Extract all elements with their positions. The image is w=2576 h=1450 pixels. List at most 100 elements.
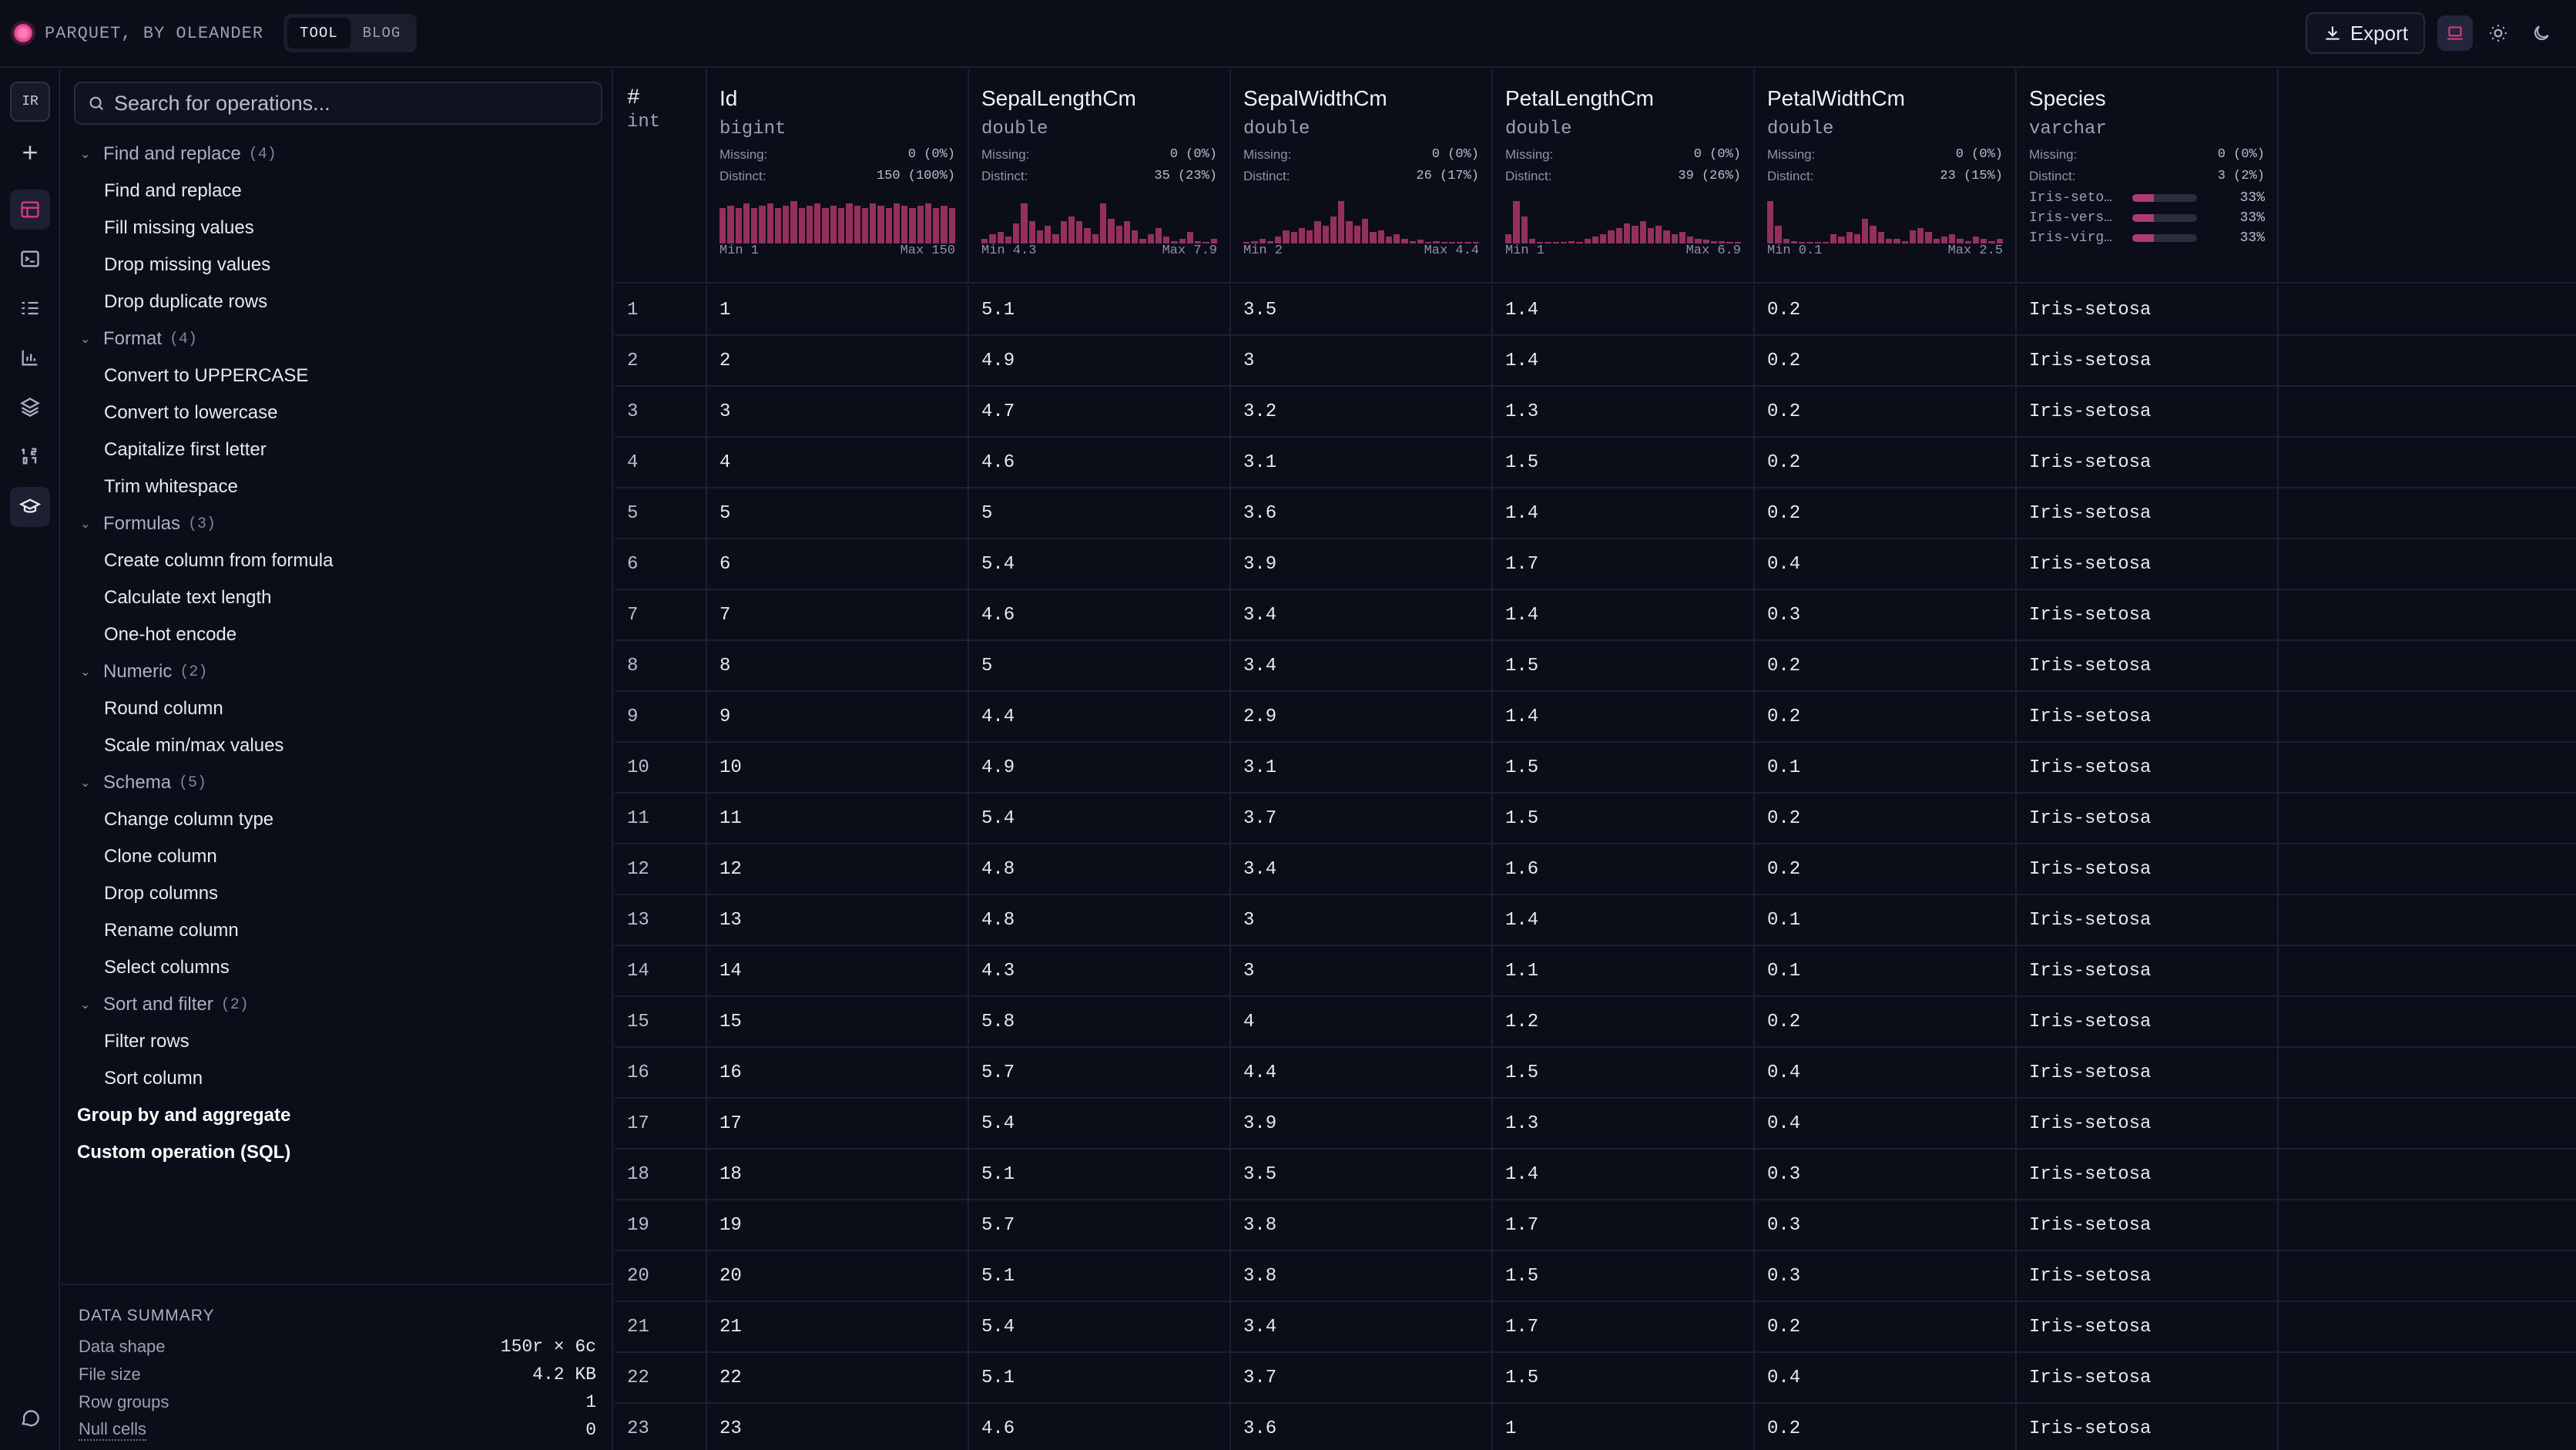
table-cell[interactable]: 4 bbox=[1231, 997, 1493, 1046]
add-dataset-button[interactable] bbox=[10, 133, 50, 173]
table-cell[interactable]: 1.5 bbox=[1493, 438, 1755, 487]
table-cell[interactable]: 0.2 bbox=[1755, 336, 2017, 385]
table-cell[interactable]: 3 bbox=[1231, 895, 1493, 945]
table-row[interactable]: 20 20 5.1 3.8 1.5 0.3 Iris-setosa bbox=[615, 1251, 2576, 1302]
table-cell[interactable]: 1.4 bbox=[1493, 590, 1755, 639]
table-row[interactable]: 1 1 5.1 3.5 1.4 0.2 Iris-setosa bbox=[615, 285, 2576, 336]
table-cell[interactable]: Iris-setosa bbox=[2017, 1251, 2279, 1301]
column-header[interactable]: SepalLengthCm double Missing: 0 (0%) Distinc… bbox=[969, 69, 1231, 284]
brand[interactable]: PARQUET, BY OLEANDER bbox=[14, 24, 263, 43]
table-row[interactable]: 23 23 4.6 3.6 1 0.2 Iris-setosa bbox=[615, 1404, 2576, 1450]
column-header[interactable]: Species varchar Missing: 0 (0%) Distinct: 3 (… bbox=[2017, 69, 2279, 284]
table-cell[interactable]: 15 bbox=[707, 997, 969, 1046]
table-row[interactable]: 6 6 5.4 3.9 1.7 0.4 Iris-setosa bbox=[615, 539, 2576, 590]
operation-group[interactable]: ⌄ Sort and filter (2) bbox=[62, 986, 613, 1023]
table-cell[interactable]: 4.8 bbox=[969, 844, 1231, 894]
table-row[interactable]: 3 3 4.7 3.2 1.3 0.2 Iris-setosa bbox=[615, 387, 2576, 438]
table-cell[interactable]: 0.3 bbox=[1755, 1200, 2017, 1250]
table-cell[interactable]: Iris-setosa bbox=[2017, 336, 2279, 385]
tab-tool[interactable]: TOOL bbox=[287, 18, 351, 49]
rail-table-button[interactable] bbox=[10, 190, 50, 230]
table-cell[interactable]: Iris-setosa bbox=[2017, 1048, 2279, 1097]
table-cell[interactable]: 17 bbox=[707, 1099, 969, 1148]
operation-item[interactable]: Fill missing values bbox=[104, 217, 254, 238]
column-header[interactable]: SepalWidthCm double Missing: 0 (0%) Distinct… bbox=[1231, 69, 1493, 284]
operation-item[interactable]: Clone column bbox=[104, 846, 217, 867]
table-cell[interactable]: 0.2 bbox=[1755, 794, 2017, 843]
table-row[interactable]: 2 2 4.9 3 1.4 0.2 Iris-setosa bbox=[615, 336, 2576, 387]
theme-light-button[interactable] bbox=[2480, 15, 2516, 51]
table-cell[interactable]: 14 bbox=[707, 946, 969, 995]
table-cell[interactable]: Iris-setosa bbox=[2017, 641, 2279, 690]
operation-item[interactable]: Change column type bbox=[104, 809, 274, 830]
table-cell[interactable]: Iris-setosa bbox=[2017, 1099, 2279, 1148]
table-cell[interactable]: 0.2 bbox=[1755, 641, 2017, 690]
table-cell[interactable]: 0.2 bbox=[1755, 438, 2017, 487]
table-cell[interactable]: 3.5 bbox=[1231, 285, 1493, 334]
table-cell[interactable]: 12 bbox=[707, 844, 969, 894]
rail-chart-button[interactable] bbox=[10, 337, 50, 378]
table-cell[interactable]: Iris-setosa bbox=[2017, 844, 2279, 894]
table-cell[interactable]: 1.7 bbox=[1493, 1200, 1755, 1250]
table-cell[interactable]: 4.9 bbox=[969, 743, 1231, 792]
table-cell[interactable]: 0.2 bbox=[1755, 692, 2017, 741]
export-button[interactable]: Export bbox=[2305, 12, 2425, 54]
operation-item[interactable]: Calculate text length bbox=[104, 587, 272, 608]
table-cell[interactable]: 1.4 bbox=[1493, 336, 1755, 385]
operation-group[interactable]: ⌄ Schema (5) bbox=[62, 764, 613, 801]
table-cell[interactable]: 7 bbox=[707, 590, 969, 639]
table-row[interactable]: 5 5 5 3.6 1.4 0.2 Iris-setosa bbox=[615, 488, 2576, 539]
table-row[interactable]: 9 9 4.4 2.9 1.4 0.2 Iris-setosa bbox=[615, 692, 2576, 743]
operation-item[interactable]: Rename column bbox=[104, 920, 239, 941]
table-cell[interactable]: Iris-setosa bbox=[2017, 1200, 2279, 1250]
table-cell[interactable]: 5.7 bbox=[969, 1200, 1231, 1250]
operation-item[interactable]: Drop missing values bbox=[104, 254, 271, 275]
operation-item[interactable]: Capitalize first letter bbox=[104, 439, 267, 460]
table-cell[interactable]: 0.2 bbox=[1755, 488, 2017, 538]
table-cell[interactable]: 0.3 bbox=[1755, 590, 2017, 639]
table-cell[interactable]: 0.2 bbox=[1755, 997, 2017, 1046]
table-cell[interactable]: Iris-setosa bbox=[2017, 1353, 2279, 1402]
table-cell[interactable]: 13 bbox=[707, 895, 969, 945]
table-cell[interactable]: 16 bbox=[707, 1048, 969, 1097]
table-cell[interactable]: 0.3 bbox=[1755, 1150, 2017, 1199]
table-cell[interactable]: Iris-setosa bbox=[2017, 794, 2279, 843]
table-cell[interactable]: 0.1 bbox=[1755, 895, 2017, 945]
table-cell[interactable]: 1.5 bbox=[1493, 1048, 1755, 1097]
table-cell[interactable]: 18 bbox=[707, 1150, 969, 1199]
table-cell[interactable]: Iris-setosa bbox=[2017, 387, 2279, 436]
operation-item[interactable]: Select columns bbox=[104, 957, 230, 978]
table-cell[interactable]: 1.2 bbox=[1493, 997, 1755, 1046]
table-cell[interactable]: Iris-setosa bbox=[2017, 997, 2279, 1046]
table-cell[interactable]: 3.6 bbox=[1231, 488, 1493, 538]
table-cell[interactable]: 11 bbox=[707, 794, 969, 843]
operation-item[interactable]: Find and replace bbox=[104, 180, 242, 201]
theme-dark-button[interactable] bbox=[2524, 15, 2559, 51]
table-cell[interactable]: 0.2 bbox=[1755, 285, 2017, 334]
table-cell[interactable]: 0.1 bbox=[1755, 946, 2017, 995]
table-row[interactable]: 18 18 5.1 3.5 1.4 0.3 Iris-setosa bbox=[615, 1150, 2576, 1200]
operation-item[interactable]: Drop columns bbox=[104, 883, 219, 904]
table-row[interactable]: 10 10 4.9 3.1 1.5 0.1 Iris-setosa bbox=[615, 743, 2576, 794]
table-row[interactable]: 16 16 5.7 4.4 1.5 0.4 Iris-setosa bbox=[615, 1048, 2576, 1099]
table-cell[interactable]: Iris-setosa bbox=[2017, 1150, 2279, 1199]
operation-item[interactable]: Convert to UPPERCASE bbox=[104, 365, 309, 386]
table-cell[interactable]: 3.1 bbox=[1231, 743, 1493, 792]
table-cell[interactable]: Iris-setosa bbox=[2017, 743, 2279, 792]
table-cell[interactable]: 5.4 bbox=[969, 794, 1231, 843]
table-cell[interactable]: Iris-setosa bbox=[2017, 488, 2279, 538]
table-cell[interactable]: 0.2 bbox=[1755, 1404, 2017, 1450]
table-cell[interactable]: 4.7 bbox=[969, 387, 1231, 436]
table-cell[interactable]: 0.4 bbox=[1755, 1099, 2017, 1148]
table-row[interactable]: 21 21 5.4 3.4 1.7 0.2 Iris-setosa bbox=[615, 1302, 2576, 1353]
summary-label[interactable]: Null cells bbox=[79, 1419, 147, 1441]
table-cell[interactable]: 3.4 bbox=[1231, 641, 1493, 690]
table-cell[interactable]: 21 bbox=[707, 1302, 969, 1351]
table-cell[interactable]: 5.7 bbox=[969, 1048, 1231, 1097]
table-cell[interactable]: 1.5 bbox=[1493, 641, 1755, 690]
table-cell[interactable]: 1 bbox=[707, 285, 969, 334]
operation-item[interactable]: Convert to lowercase bbox=[104, 402, 278, 423]
table-cell[interactable]: 4.6 bbox=[969, 438, 1231, 487]
table-cell[interactable]: 1.5 bbox=[1493, 1251, 1755, 1301]
table-cell[interactable]: 5 bbox=[969, 488, 1231, 538]
